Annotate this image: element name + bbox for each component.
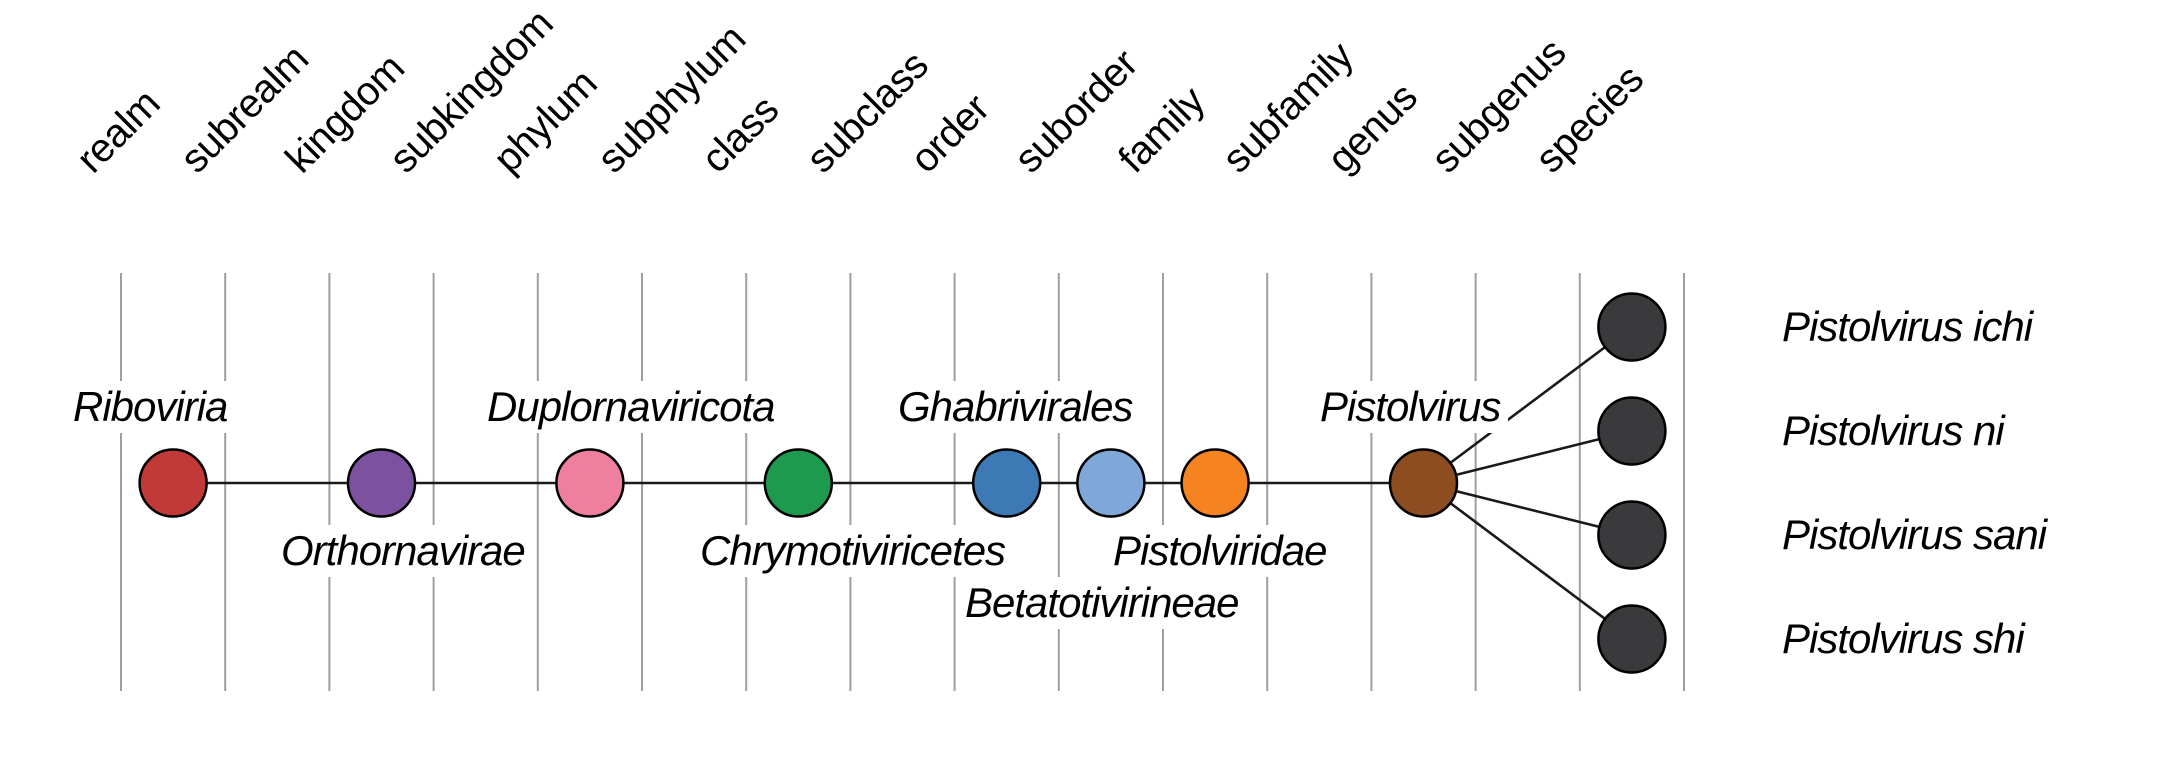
species-label-3: Pistolvirus sani [1782,511,2047,558]
species-node-3 [1597,500,1667,570]
taxon-node-genus [1388,448,1459,518]
taxon-node-class [763,448,834,518]
taxon-label-class: Chrymotiviricetes [692,525,1014,578]
taxon-label-phylum: Duplornaviricota [479,381,783,434]
genus-to-species-connector [1422,481,1633,641]
taxon-label-order: Ghabrivirales [890,381,1141,434]
taxon-node-phylum [555,448,625,518]
taxon-label-kingdom: Orthornavirae [273,525,533,578]
species-node-2 [1597,396,1667,466]
taxon-label-suborder: Betatotivirineae [957,577,1247,630]
taxon-node-order [971,448,1042,518]
species-label-2: Pistolvirus ni [1782,407,2005,454]
taxon-node-kingdom [346,448,417,518]
taxon-label-realm: Riboviria [65,381,236,434]
taxon-node-suborder [1076,448,1146,518]
genus-to-species-connector [1423,481,1633,537]
species-label-4: Pistolvirus shi [1782,615,2025,662]
taxon-label-family: Pistolviridae [1105,525,1335,578]
species-node-1 [1597,292,1667,362]
species-label-1: Pistolvirus ichi [1782,303,2033,350]
genus-to-species-connector [1422,325,1633,485]
genus-to-species-connector [1423,429,1633,485]
taxon-node-family [1180,448,1250,518]
taxon-node-realm [138,448,208,518]
taxon-label-genus: Pistolvirus [1312,381,1509,434]
species-node-4 [1597,604,1667,674]
